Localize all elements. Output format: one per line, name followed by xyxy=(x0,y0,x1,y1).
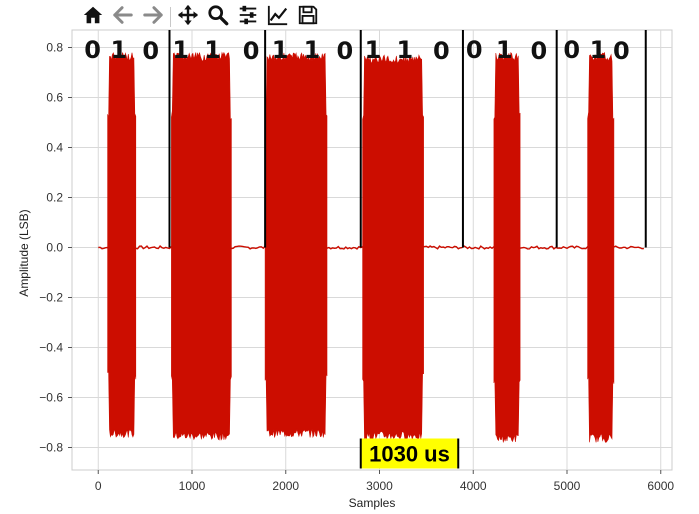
bit-label: 0 xyxy=(531,37,548,65)
signal-burst xyxy=(264,52,328,439)
bit-label: 1 xyxy=(496,36,513,64)
save-floppy-icon xyxy=(297,4,319,31)
duration-annotation: 1030 us xyxy=(359,438,460,469)
pan-button[interactable] xyxy=(173,2,203,32)
x-axis-label: Samples xyxy=(349,496,396,510)
home-button[interactable] xyxy=(78,2,108,32)
bit-label: 1 xyxy=(365,36,382,64)
y-tick-label: −0.6 xyxy=(39,391,63,405)
configure-subplots-icon xyxy=(237,4,259,31)
signal-burst xyxy=(493,52,521,443)
zoom-magnifier-icon xyxy=(207,4,229,31)
bit-label: 1 xyxy=(204,36,221,64)
bit-label: 0 xyxy=(466,36,483,64)
bit-label: 0 xyxy=(613,37,630,65)
back-button[interactable] xyxy=(108,2,138,32)
bit-label: 0 xyxy=(142,37,159,65)
bit-boundaries xyxy=(168,30,647,248)
toolbar xyxy=(78,2,323,32)
bit-label: 0 xyxy=(336,37,353,65)
signal-burst xyxy=(587,51,615,443)
x-tick-label: 6000 xyxy=(647,479,674,493)
signal-burst xyxy=(171,51,232,441)
zoom-button[interactable] xyxy=(203,2,233,32)
forward-arrow-icon xyxy=(142,4,164,31)
bit-label: 1 xyxy=(272,36,289,64)
bit-label: 1 xyxy=(304,36,321,64)
axis-ticks: 0 1000 2000 3000 4000 5000 6000 −0.8 −0.6 −0.4 −0.… xyxy=(39,41,674,494)
duration-label: 1030 us xyxy=(369,442,450,467)
y-tick-label: −0.4 xyxy=(39,341,63,355)
y-tick-label: −0.8 xyxy=(39,441,63,455)
forward-button[interactable] xyxy=(138,2,168,32)
y-tick-label: 0.8 xyxy=(46,41,63,55)
back-arrow-icon xyxy=(112,4,134,31)
bit-label: 1 xyxy=(396,36,413,64)
signal-burst xyxy=(107,52,137,439)
bit-label: 1 xyxy=(111,36,128,64)
save-button[interactable] xyxy=(293,2,323,32)
bit-label: 0 xyxy=(433,37,450,65)
x-tick-label: 3000 xyxy=(366,479,393,493)
y-tick-label: 0.2 xyxy=(46,191,63,205)
edit-axis-button[interactable] xyxy=(263,2,293,32)
x-tick-label: 1000 xyxy=(179,479,206,493)
configure-subplots-button[interactable] xyxy=(233,2,263,32)
x-tick-label: 5000 xyxy=(554,479,581,493)
pan-move-icon xyxy=(177,4,199,31)
y-tick-label: 0.0 xyxy=(46,241,63,255)
edit-axis-lines-icon xyxy=(267,4,289,31)
signal-burst xyxy=(362,54,424,441)
bit-label: 1 xyxy=(172,36,189,64)
y-tick-label: −0.2 xyxy=(39,291,63,305)
y-tick-label: 0.6 xyxy=(46,91,63,105)
home-icon xyxy=(82,4,104,31)
y-axis-label: Amplitude (LSB) xyxy=(17,209,31,296)
x-tick-label: 4000 xyxy=(460,479,487,493)
bit-label: 0 xyxy=(563,36,580,64)
bit-label: 0 xyxy=(243,37,260,65)
signal-trace xyxy=(98,51,644,443)
duration-box xyxy=(360,438,459,469)
bit-label: 0 xyxy=(84,36,101,64)
toolbar-separator xyxy=(170,7,171,27)
x-tick-label: 2000 xyxy=(272,479,299,493)
x-tick-label: 0 xyxy=(95,479,102,493)
bit-label: 1 xyxy=(590,36,607,64)
y-tick-label: 0.4 xyxy=(46,141,63,155)
